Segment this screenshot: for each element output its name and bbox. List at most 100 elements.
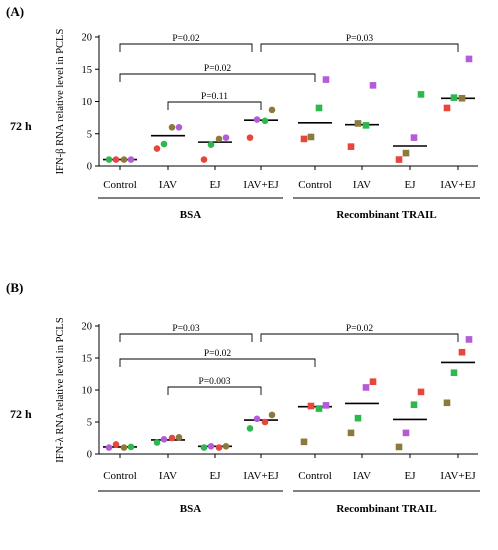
data-point-circle — [261, 418, 269, 426]
p-value-label: P=0.11 — [201, 92, 228, 102]
y-tick-label: 10 — [82, 386, 93, 397]
data-point-square — [362, 122, 370, 129]
y-tick-label: 20 — [82, 33, 93, 44]
data-point-square — [347, 143, 355, 150]
x-tick-label: EJ — [210, 470, 222, 482]
significance-bracket — [260, 43, 459, 52]
data-point-square — [443, 399, 451, 407]
x-tick-label: Control — [103, 179, 137, 191]
data-point-circle — [222, 443, 230, 450]
p-value-label: P=0.03 — [172, 324, 200, 334]
significance-bracket — [119, 73, 316, 82]
data-point-square — [458, 348, 466, 356]
data-point-circle — [160, 435, 168, 443]
data-point-circle — [246, 134, 254, 141]
data-point-square — [315, 405, 323, 412]
data-point-square — [300, 438, 308, 446]
data-point-circle — [268, 106, 276, 114]
x-tick-label: IAV — [353, 470, 371, 482]
data-point-square — [417, 91, 425, 98]
data-point-square — [369, 378, 377, 385]
panel-b: (B) 72 h IFN-λ RNA relative level in PCLS 0… — [6, 280, 480, 515]
data-point-square — [410, 134, 418, 141]
significance-bracket — [119, 333, 253, 342]
data-point-circle — [246, 425, 254, 432]
p-value-label: P=0.02 — [204, 349, 232, 359]
data-point-circle — [207, 443, 215, 450]
data-point-circle — [112, 156, 120, 163]
y-tick-label: 5 — [87, 418, 92, 429]
x-tick-label: Control — [298, 470, 332, 482]
data-point-square — [354, 414, 362, 422]
data-point-circle — [160, 140, 168, 148]
y-tick-label: 5 — [87, 129, 92, 140]
data-point-circle — [261, 117, 269, 125]
y-axis-label: IFN-β RNA relative level in PCLS — [55, 29, 66, 175]
data-point-circle — [215, 444, 223, 451]
significance-bracket — [260, 333, 459, 342]
significance-bracket — [167, 101, 262, 110]
data-point-square — [307, 133, 315, 141]
data-point-circle — [105, 444, 113, 451]
data-point-circle — [168, 434, 176, 442]
data-point-square — [322, 76, 330, 83]
data-point-square — [300, 135, 308, 143]
y-tick-label: 15 — [82, 354, 93, 365]
data-point-square — [402, 149, 410, 157]
data-point-square — [465, 55, 473, 63]
timepoint-label: 72 h — [10, 119, 32, 133]
y-tick-label: 0 — [87, 162, 92, 173]
data-point-circle — [175, 434, 183, 441]
data-point-circle — [200, 444, 208, 451]
data-point-square — [369, 82, 377, 89]
data-point-circle — [168, 124, 176, 131]
x-tick-label: IAV+EJ — [243, 470, 279, 482]
data-point-square — [450, 369, 458, 377]
data-point-circle — [215, 135, 223, 143]
group-label: BSA — [180, 209, 201, 221]
significance-bracket — [119, 358, 316, 367]
x-tick-label: IAV+EJ — [440, 179, 476, 191]
panel-a: (A) 72 h IFN-β RNA relative level in PCLS 0… — [6, 4, 480, 221]
significance-bracket — [119, 43, 253, 52]
data-point-circle — [253, 415, 261, 423]
data-point-circle — [253, 116, 261, 123]
data-point-square — [417, 388, 425, 396]
group-label: Recombinant TRAIL — [336, 503, 436, 515]
y-tick-label: 10 — [82, 97, 93, 108]
p-value-label: P=0.02 — [204, 64, 232, 74]
data-point-square — [362, 384, 370, 391]
data-point-square — [354, 120, 362, 127]
data-point-square — [443, 104, 451, 112]
data-point-circle — [120, 156, 128, 163]
p-value-label: P=0.02 — [172, 34, 200, 44]
data-point-square — [465, 336, 473, 343]
panel-label: (B) — [6, 280, 23, 295]
data-point-circle — [120, 444, 128, 451]
y-tick-label: 0 — [87, 450, 92, 461]
data-point-square — [458, 94, 466, 102]
data-point-square — [347, 429, 355, 437]
data-point-square — [307, 402, 315, 410]
data-point-circle — [127, 156, 135, 163]
data-point-circle — [222, 134, 230, 141]
panel-label: (A) — [6, 4, 24, 19]
p-value-label: P=0.02 — [346, 324, 374, 334]
data-point-square — [315, 104, 323, 112]
x-tick-label: IAV+EJ — [440, 470, 476, 482]
data-point-square — [395, 156, 403, 163]
p-value-label: P=0.003 — [198, 377, 230, 387]
y-axis-label: IFN-λ RNA relative level in PCLS — [55, 317, 66, 463]
x-tick-label: Control — [298, 179, 332, 191]
x-tick-label: Control — [103, 470, 137, 482]
group-label: BSA — [180, 503, 201, 515]
timepoint-label: 72 h — [10, 407, 32, 421]
significance-bracket — [167, 386, 262, 395]
x-tick-label: IAV — [159, 470, 177, 482]
data-point-circle — [207, 141, 215, 149]
x-tick-label: EJ — [210, 179, 222, 191]
x-tick-label: EJ — [405, 179, 417, 191]
data-point-circle — [268, 411, 276, 419]
data-point-circle — [153, 439, 161, 446]
